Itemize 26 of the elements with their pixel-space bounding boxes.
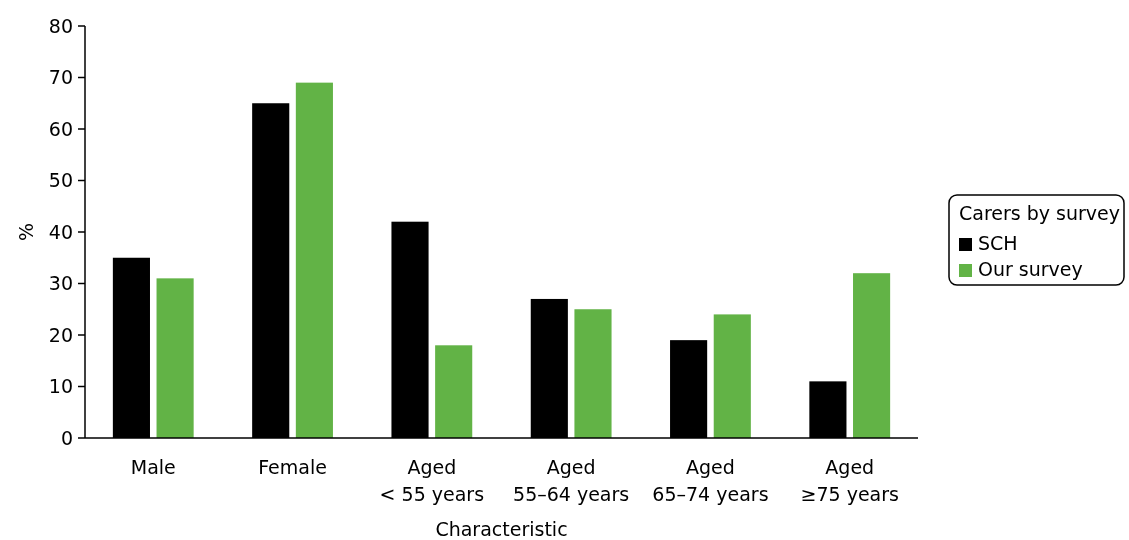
y-tick-label: 80 xyxy=(48,14,73,37)
y-tick-label: 50 xyxy=(48,169,73,192)
legend-label: Our survey xyxy=(978,258,1083,280)
x-tick-label: Male xyxy=(130,456,176,478)
legend-label: SCH xyxy=(978,232,1018,254)
x-tick-label: Aged ≥75 years xyxy=(800,456,899,505)
bar xyxy=(853,273,891,438)
y-tick-label: 20 xyxy=(48,323,73,346)
y-tick-label: 60 xyxy=(48,117,73,140)
x-tick-label: Aged 65–74 years xyxy=(652,456,769,505)
bar xyxy=(295,82,333,438)
x-tick-label: Aged < 55 years xyxy=(379,456,485,505)
y-tick-label: 10 xyxy=(48,375,73,398)
y-tick-label: 70 xyxy=(48,66,73,89)
bar xyxy=(574,309,612,438)
bar xyxy=(713,314,751,438)
x-axis-title: Characteristic xyxy=(435,518,568,540)
bar xyxy=(435,345,473,438)
bar xyxy=(156,278,194,438)
x-tick-label: Female xyxy=(258,456,327,478)
y-tick-label: 0 xyxy=(60,426,73,449)
y-axis-title: % xyxy=(15,222,37,242)
legend-title: Carers by survey xyxy=(959,202,1121,224)
x-tick-label: Aged 55–64 years xyxy=(513,456,630,505)
y-tick-label: 30 xyxy=(48,272,73,295)
y-tick-label: 40 xyxy=(48,220,73,243)
